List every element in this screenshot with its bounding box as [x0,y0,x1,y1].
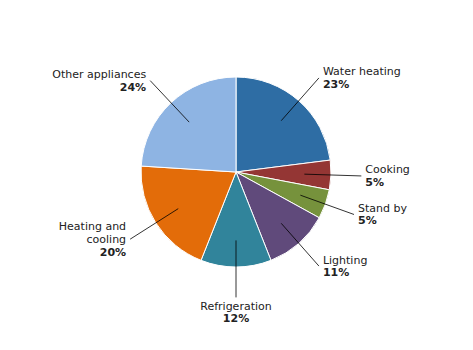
leader-line [236,240,237,297]
slices [141,77,331,267]
leader-line [304,174,361,176]
slice [141,77,236,172]
slice-label: Heating andcooling [59,220,126,246]
slice-label: Other appliances [52,68,146,81]
leader-line [130,209,178,240]
value-label: 11% [323,266,349,279]
value-label: 24% [120,81,146,94]
chart: Water heating23%Cooking5%Stand by5%Light… [0,0,473,350]
slice-label: Refrigeration [200,299,271,312]
leader-line [281,78,319,121]
slice [141,166,236,260]
slice-label: Stand by [358,201,407,214]
leader-line [150,81,189,123]
slice [236,77,330,172]
leader-line [281,223,319,266]
slice-label: Lighting [323,253,367,266]
value-label: 5% [365,176,384,189]
value-label: 20% [100,246,126,259]
slice-label: Cooking [365,163,410,176]
labels: Water heating23%Cooking5%Stand by5%Light… [52,65,410,325]
slice-label: Water heating [323,65,401,78]
leader-line [300,195,354,214]
value-label: 12% [223,312,249,325]
value-label: 23% [323,78,349,91]
value-label: 5% [358,214,377,227]
